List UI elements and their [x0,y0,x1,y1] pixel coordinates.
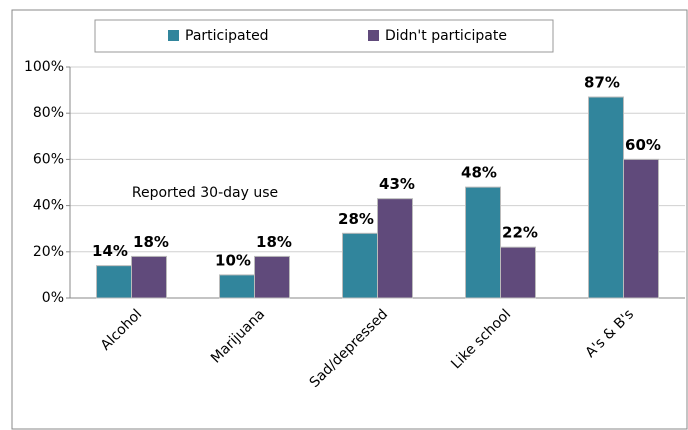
legend-swatch [368,30,379,41]
value-label vl: 10% [215,251,251,269]
bar [219,274,255,299]
value-label vl: 48% [461,164,497,182]
value-label vl: 43% [379,175,415,193]
bar [377,198,413,299]
y-tick-label: 40% [33,198,64,214]
value-label vl: 28% [338,210,374,228]
bar [500,246,536,299]
y-tick-label: 60% [33,151,64,167]
y-tick-label: 100% [24,59,64,75]
y-tick-label: 20% [33,244,64,260]
bar [465,186,501,299]
chart-frame [11,9,688,430]
value-label vl: 60% [625,136,661,154]
bar [131,255,167,299]
legend-label: Didn't participate [385,28,507,44]
bar [254,255,290,299]
value-label vl: 18% [133,233,169,251]
legend-swatch [168,30,179,41]
bar [623,158,659,299]
value-label vl: 22% [502,224,538,242]
legend-label: Participated [185,28,269,44]
value-label vl: 18% [256,233,292,251]
value-label vl: 87% [584,74,620,92]
annotation: Reported 30-day use [132,185,278,201]
value-label vl: 14% [92,242,128,260]
y-tick-label: 80% [33,105,64,121]
bar [342,232,378,299]
y-tick-label: 0% [42,290,64,306]
bar [96,265,132,299]
bar [588,96,624,299]
